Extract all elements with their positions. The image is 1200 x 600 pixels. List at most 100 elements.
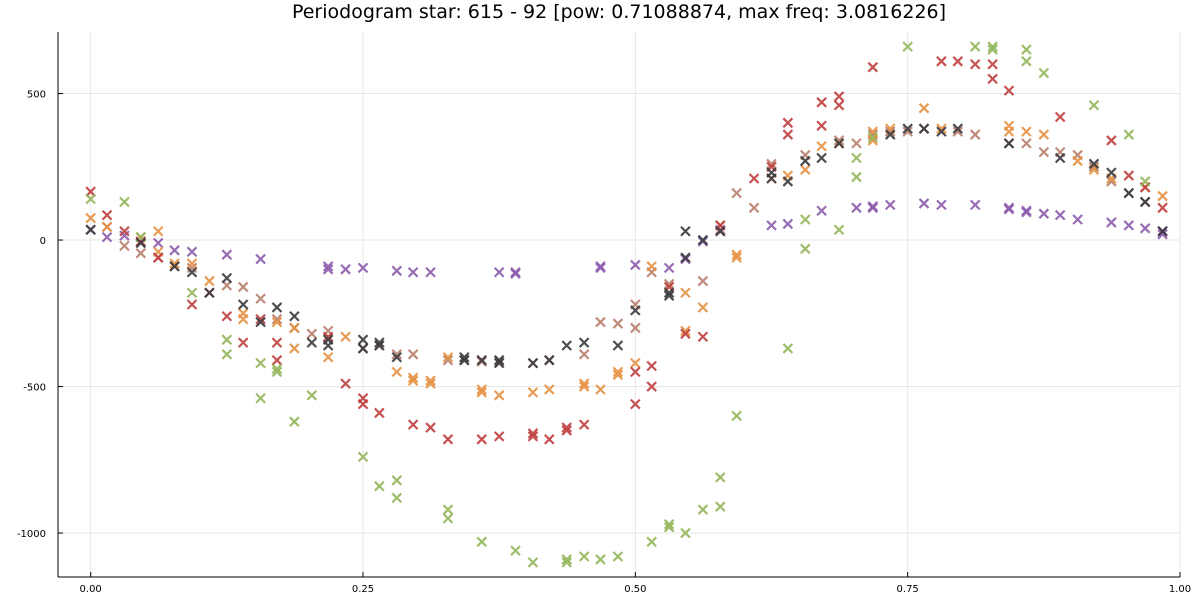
data-point [340,378,351,389]
data-point [715,472,726,483]
data-point [902,123,913,134]
data-point [407,266,419,278]
data-point [731,249,742,260]
data-point [918,123,930,134]
data-point [289,343,300,354]
data-point [186,299,198,310]
data-point [578,378,590,389]
data-point [544,384,555,395]
data-point [884,129,896,140]
data-point [663,290,675,301]
data-point [527,357,539,369]
data-point [630,259,641,271]
series-3 [85,56,1168,445]
x-tick-label: 0.00 [80,584,102,595]
data-point [816,120,827,132]
data-point [766,167,777,178]
data-point [766,220,777,231]
data-point [1003,85,1015,96]
data-point [169,245,180,256]
data-point [561,554,572,565]
data-point [1003,120,1015,132]
data-point [833,224,845,236]
data-point [561,340,572,351]
data-point [936,56,947,67]
data-point [646,360,657,372]
data-point [271,363,283,375]
data-point [442,351,454,363]
data-point [527,431,539,442]
data-point [186,258,198,269]
data-point [766,158,777,170]
data-point [510,545,521,556]
data-point [391,349,403,360]
data-point [425,422,436,433]
data-point [1123,170,1135,181]
data-point [663,278,675,290]
data-point [578,551,590,562]
data-point [1106,176,1117,187]
data-point [952,123,964,134]
data-point [697,302,709,313]
data-point [237,281,249,293]
data-point [1157,225,1168,237]
data-point [952,56,964,67]
series-5 [85,123,1168,369]
data-point [271,366,283,378]
data-point [493,357,505,369]
data-point [646,261,657,272]
data-point [357,451,369,463]
data-point [407,349,419,360]
data-point [289,322,300,334]
data-point [833,135,845,146]
data-point [407,372,419,384]
data-point [476,434,488,445]
grid [58,32,1181,577]
data-point [851,171,862,183]
data-points [85,41,1168,568]
data-point [867,61,879,73]
data-point [255,293,266,304]
data-point [271,316,283,328]
data-point [322,351,334,363]
data-point [680,287,691,299]
data-point [697,504,709,515]
data-point [322,264,334,275]
data-point [255,313,266,325]
data-point [578,337,590,348]
data-point [1072,155,1083,167]
data-point [646,536,657,548]
data-point [271,302,283,313]
data-point [833,99,845,111]
data-point [595,554,606,565]
data-point [101,231,113,243]
data-point [987,41,998,52]
data-point [987,73,998,85]
data-point [748,173,760,184]
data-point [322,331,334,343]
series-0 [85,198,1168,280]
data-point [271,337,283,348]
data-point [1021,126,1032,137]
data-point [782,117,794,129]
data-point [902,126,913,137]
data-point [731,410,742,422]
x-tick-label: 0.25 [352,584,374,595]
data-point [357,398,369,410]
data-point [85,212,96,224]
x-tick-label: 0.75 [897,584,919,595]
data-point [612,551,624,562]
data-point [186,262,198,274]
data-point [119,196,130,208]
data-point [425,378,436,389]
data-point [987,44,998,55]
data-point [101,221,113,233]
data-point [867,202,879,214]
data-point [101,209,113,221]
data-point [85,193,96,205]
data-point [135,237,147,249]
data-point [1088,158,1100,170]
data-point [782,176,794,187]
